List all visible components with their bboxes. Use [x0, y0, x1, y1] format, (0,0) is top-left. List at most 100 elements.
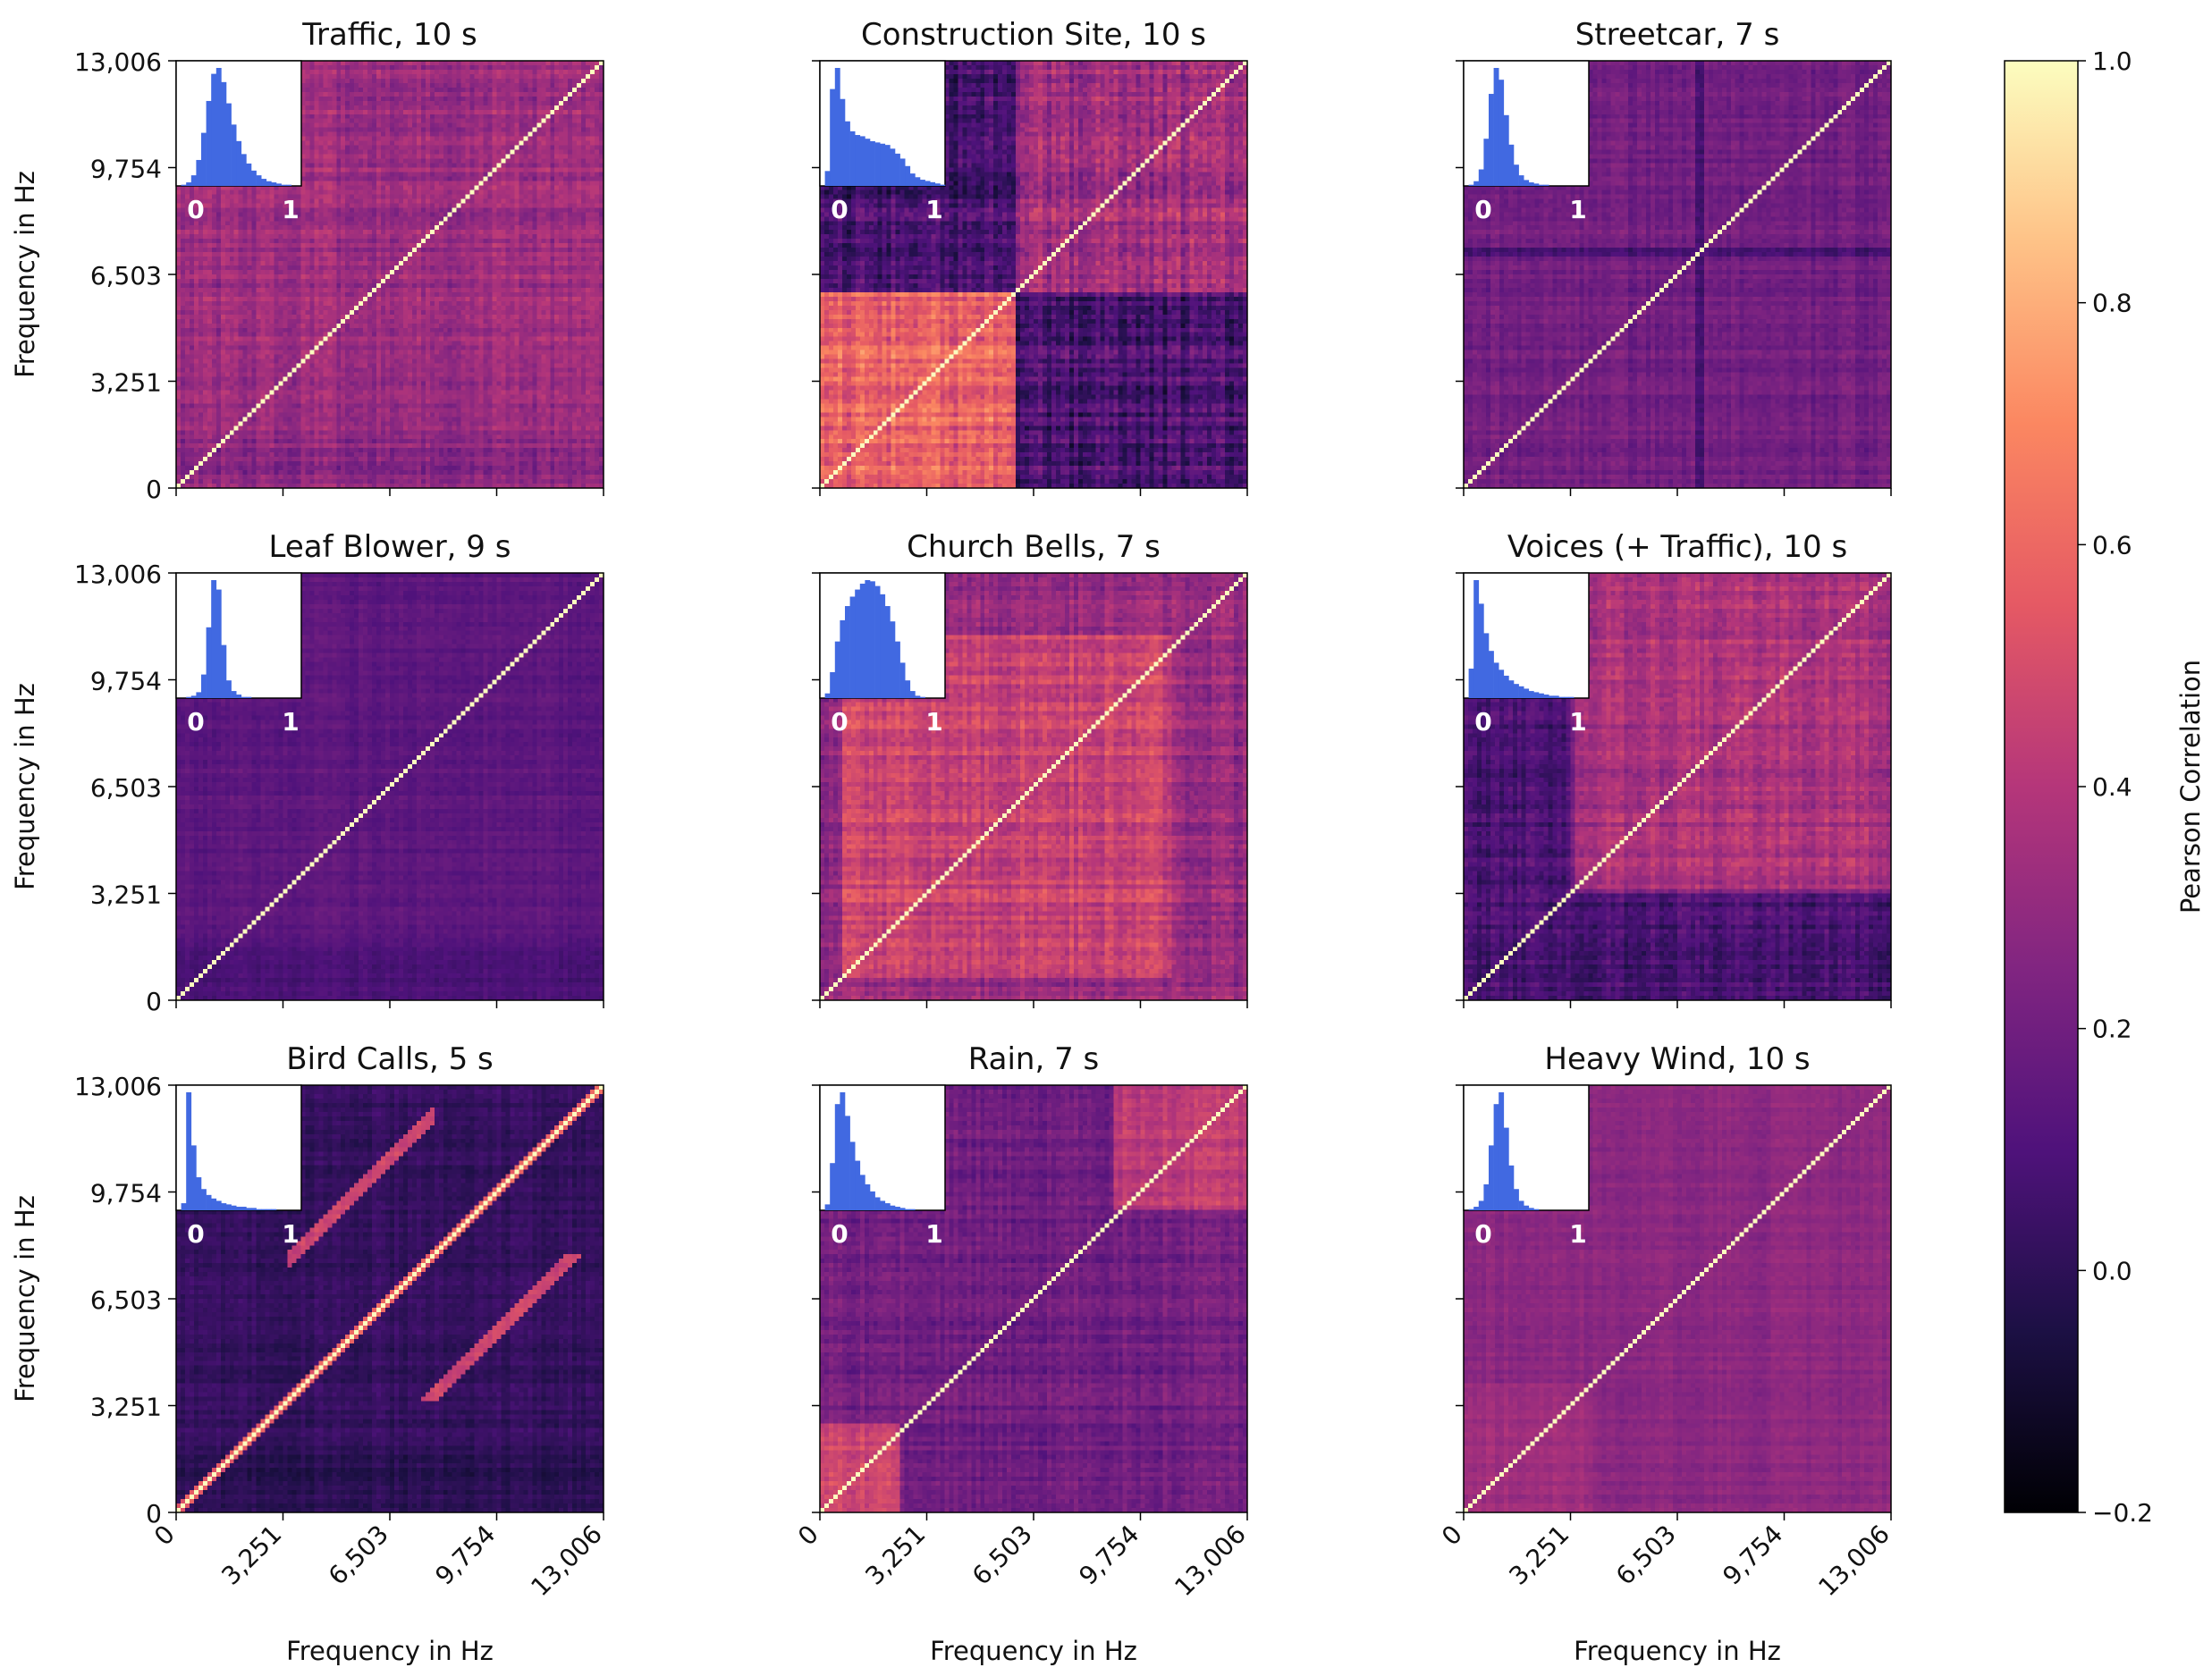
histogram-bar: [1478, 1200, 1484, 1210]
histogram-bar: [1493, 68, 1499, 186]
panel-title: Heavy Wind, 10 s: [1544, 1041, 1810, 1077]
histogram-bar: [880, 594, 886, 698]
histogram-bar: [845, 1116, 850, 1210]
histogram-bar: [201, 1189, 207, 1210]
inset-tick-label: 0: [1474, 707, 1491, 737]
histogram-bar: [859, 583, 865, 698]
histogram-bar: [1549, 695, 1555, 698]
histogram-bar: [834, 641, 840, 698]
histogram-bar: [1508, 680, 1515, 698]
x-tick-label: 9,754: [1717, 1520, 1788, 1591]
y-tick-label: 6,503: [90, 261, 162, 291]
histogram-bar: [884, 145, 891, 186]
colorbar-tick-label: 0.4: [2092, 772, 2132, 802]
histogram-bar: [206, 1194, 212, 1210]
histogram-bar: [201, 132, 207, 186]
histogram-bar: [1499, 80, 1505, 186]
histogram-bar: [890, 148, 896, 186]
histogram-bar: [884, 1203, 891, 1210]
y-tick-label: 0: [146, 987, 162, 1016]
histogram-bar: [201, 674, 207, 698]
colorbar-tick-label: 1.0: [2092, 46, 2132, 76]
inset-tick-label: 1: [282, 707, 299, 737]
histogram-bar: [186, 696, 192, 698]
histogram-bar: [874, 1197, 881, 1210]
x-tick-label: 6,503: [323, 1520, 394, 1591]
histogram-bar: [874, 585, 881, 698]
inset-tick-label: 0: [831, 195, 848, 224]
x-axis-label: Frequency in Hz: [286, 1636, 494, 1666]
histogram-bar: [1568, 696, 1575, 698]
histogram-bar: [206, 100, 212, 186]
histogram-bar: [1528, 691, 1534, 698]
histogram-bar: [909, 173, 916, 186]
histogram-bar: [834, 68, 840, 186]
histogram-bar: [1524, 688, 1530, 698]
histogram-bar: [1489, 94, 1494, 186]
histogram-bar: [226, 1204, 232, 1210]
x-tick-label: 13,006: [1169, 1520, 1252, 1603]
histogram-bar: [211, 73, 217, 186]
histogram-bar: [840, 98, 846, 186]
histogram-bar: [915, 177, 921, 186]
histogram-bar: [824, 1204, 831, 1210]
histogram-bar: [1518, 686, 1524, 698]
histogram-bar: [1518, 175, 1524, 186]
histogram-bar: [855, 135, 861, 186]
histogram-bar: [1533, 183, 1540, 186]
histogram-bar: [865, 139, 871, 186]
colorbar-tick-label: 0.0: [2092, 1256, 2132, 1285]
histogram-bar: [1503, 114, 1509, 186]
histogram-bar: [266, 181, 272, 186]
histogram-bar: [1503, 1127, 1509, 1210]
x-axis-label: Frequency in Hz: [930, 1636, 1137, 1666]
x-tick-label: 9,754: [429, 1520, 501, 1591]
histogram-bar: [1483, 139, 1490, 186]
histogram-bar: [211, 1198, 217, 1210]
histogram-bar: [855, 1160, 861, 1210]
histogram-bar: [890, 621, 896, 698]
histogram-bar: [1483, 633, 1490, 698]
histogram-bar: [1499, 1092, 1505, 1210]
colorbar-tick-label: 0.8: [2092, 289, 2132, 318]
x-tick-label: 13,006: [525, 1520, 608, 1603]
histogram-bar: [1489, 1145, 1494, 1210]
y-tick-label: 13,006: [74, 560, 162, 589]
histogram-bar: [190, 1145, 197, 1210]
histogram-bar: [880, 1200, 886, 1210]
inset-tick-label: 0: [187, 195, 204, 224]
histogram-bar: [909, 691, 916, 698]
y-tick-label: 9,754: [90, 155, 162, 184]
y-tick-label: 3,251: [90, 1393, 162, 1422]
histogram-bar: [915, 695, 921, 698]
histogram-bar: [895, 641, 900, 698]
histogram-bar: [236, 140, 242, 186]
heatmap-panel: Heavy Wind, 10 s 0 3,251 6,503 9,754 13,006 Fr…: [1436, 1041, 1895, 1666]
histogram-bar: [824, 171, 831, 186]
histogram-bar: [845, 606, 850, 698]
x-tick-label: 0: [1436, 1520, 1468, 1552]
histogram-bar: [895, 153, 900, 186]
histogram-bar: [840, 619, 846, 698]
histogram-bar: [1524, 180, 1530, 186]
histogram-bar: [256, 175, 262, 186]
panel-title: Construction Site, 10 s: [861, 17, 1206, 53]
histogram-bar: [859, 1175, 865, 1210]
histogram-bar: [271, 1209, 277, 1210]
histogram-bar: [231, 124, 237, 186]
y-tick-label: 3,251: [90, 368, 162, 398]
x-tick-label: 3,251: [215, 1520, 287, 1591]
histogram-bar: [874, 142, 881, 186]
histogram-bar: [181, 1203, 187, 1210]
histogram-bar: [830, 88, 836, 186]
histogram-bar: [855, 589, 861, 698]
heatmap-panel: Voices (+ Traffic), 10 s0 1: [1456, 529, 1892, 1008]
inset-tick-label: 1: [282, 1219, 299, 1249]
histogram-bar: [1493, 1104, 1499, 1210]
histogram-bar: [215, 1200, 222, 1210]
